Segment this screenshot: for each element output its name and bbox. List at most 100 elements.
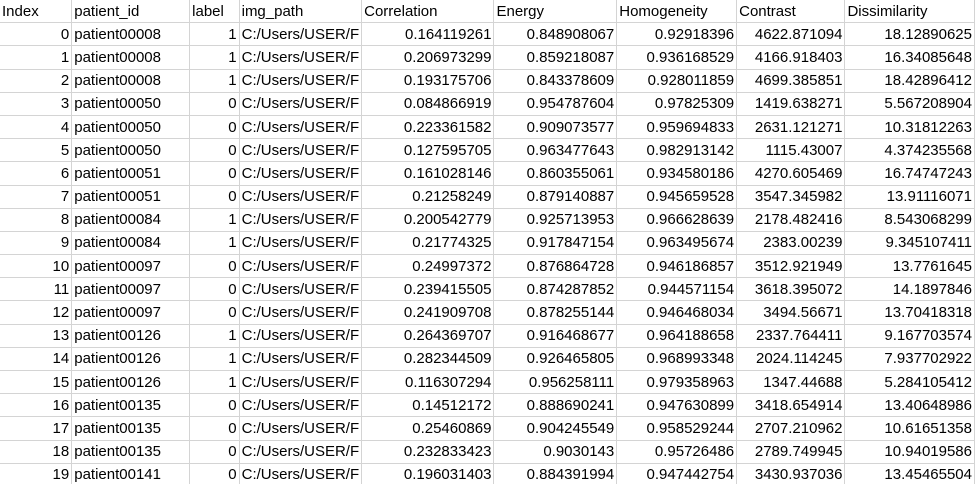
cell-patient-id[interactable]: patient00126 xyxy=(71,347,191,372)
cell-patient-id[interactable]: patient00097 xyxy=(71,300,191,325)
cell-homogeneity[interactable]: 0.945659528 xyxy=(616,185,738,209)
cell-index[interactable]: 11 xyxy=(0,277,73,302)
cell-correlation[interactable]: 0.196031403 xyxy=(361,463,495,484)
cell-homogeneity[interactable]: 0.947630899 xyxy=(616,393,738,418)
cell-correlation[interactable]: 0.223361582 xyxy=(361,115,495,140)
cell-homogeneity[interactable]: 0.946186857 xyxy=(616,254,738,279)
cell-index[interactable]: 18 xyxy=(0,440,73,464)
cell-correlation[interactable]: 0.24997372 xyxy=(361,254,495,279)
cell-label[interactable]: 1 xyxy=(189,347,240,372)
cell-patient-id[interactable]: patient00141 xyxy=(71,463,191,484)
cell-img-path[interactable]: C:/Users/USER/F xyxy=(239,22,363,47)
cell-label[interactable]: 0 xyxy=(189,115,240,140)
cell-patient-id[interactable]: patient00084 xyxy=(71,208,191,232)
cell-label[interactable]: 0 xyxy=(189,300,240,325)
cell-index[interactable]: 6 xyxy=(0,161,73,186)
cell-index[interactable]: 5 xyxy=(0,138,73,163)
cell-label[interactable]: 0 xyxy=(189,138,240,163)
cell-label[interactable]: 0 xyxy=(189,463,240,484)
cell-contrast[interactable]: 2631.121271 xyxy=(736,115,846,140)
cell-index[interactable]: 3 xyxy=(0,92,73,116)
cell-label[interactable]: 1 xyxy=(189,370,240,395)
cell-energy[interactable]: 0.917847154 xyxy=(493,231,618,256)
cell-energy[interactable]: 0.879140887 xyxy=(493,185,618,209)
cell-dissimilarity[interactable]: 13.70418318 xyxy=(844,300,975,325)
cell-img-path[interactable]: C:/Users/USER/F xyxy=(239,115,363,140)
cell-patient-id[interactable]: patient00135 xyxy=(71,416,191,441)
cell-dissimilarity[interactable]: 10.31812263 xyxy=(844,115,975,140)
cell-homogeneity[interactable]: 0.947442754 xyxy=(616,463,738,484)
cell-img-path[interactable]: C:/Users/USER/F xyxy=(239,393,363,418)
cell-energy[interactable]: 0.843378609 xyxy=(493,69,618,93)
cell-index[interactable]: 19 xyxy=(0,463,73,484)
cell-homogeneity[interactable]: 0.966628639 xyxy=(616,208,738,232)
cell-index[interactable]: 4 xyxy=(0,115,73,140)
cell-correlation[interactable]: 0.193175706 xyxy=(361,69,495,93)
header-contrast[interactable]: Contrast xyxy=(736,0,846,24)
cell-patient-id[interactable]: patient00051 xyxy=(71,161,191,186)
cell-energy[interactable]: 0.874287852 xyxy=(493,277,618,302)
cell-energy[interactable]: 0.926465805 xyxy=(493,347,618,372)
cell-patient-id[interactable]: patient00126 xyxy=(71,324,191,348)
cell-dissimilarity[interactable]: 16.34085648 xyxy=(844,45,975,70)
header-patient-id[interactable]: patient_id xyxy=(71,0,191,24)
cell-energy[interactable]: 0.954787604 xyxy=(493,92,618,116)
cell-energy[interactable]: 0.876864728 xyxy=(493,254,618,279)
cell-img-path[interactable]: C:/Users/USER/F xyxy=(239,185,363,209)
cell-contrast[interactable]: 2707.210962 xyxy=(736,416,846,441)
cell-dissimilarity[interactable]: 18.12890625 xyxy=(844,22,975,47)
cell-label[interactable]: 0 xyxy=(189,185,240,209)
cell-contrast[interactable]: 3512.921949 xyxy=(736,254,846,279)
cell-energy[interactable]: 0.878255144 xyxy=(493,300,618,325)
cell-img-path[interactable]: C:/Users/USER/F xyxy=(239,277,363,302)
cell-patient-id[interactable]: patient00051 xyxy=(71,185,191,209)
cell-correlation[interactable]: 0.206973299 xyxy=(361,45,495,70)
header-correlation[interactable]: Correlation xyxy=(361,0,495,24)
cell-index[interactable]: 9 xyxy=(0,231,73,256)
header-label[interactable]: label xyxy=(189,0,240,24)
cell-img-path[interactable]: C:/Users/USER/F xyxy=(239,463,363,484)
cell-correlation[interactable]: 0.282344509 xyxy=(361,347,495,372)
cell-dissimilarity[interactable]: 10.94019586 xyxy=(844,440,975,464)
cell-img-path[interactable]: C:/Users/USER/F xyxy=(239,161,363,186)
cell-contrast[interactable]: 1347.44688 xyxy=(736,370,846,395)
cell-homogeneity[interactable]: 0.928011859 xyxy=(616,69,738,93)
cell-contrast[interactable]: 3618.395072 xyxy=(736,277,846,302)
cell-patient-id[interactable]: patient00008 xyxy=(71,22,191,47)
cell-label[interactable]: 0 xyxy=(189,393,240,418)
cell-contrast[interactable]: 2383.00239 xyxy=(736,231,846,256)
cell-energy[interactable]: 0.859218087 xyxy=(493,45,618,70)
cell-label[interactable]: 1 xyxy=(189,208,240,232)
cell-contrast[interactable]: 3418.654914 xyxy=(736,393,846,418)
cell-correlation[interactable]: 0.241909708 xyxy=(361,300,495,325)
cell-correlation[interactable]: 0.200542779 xyxy=(361,208,495,232)
cell-homogeneity[interactable]: 0.934580186 xyxy=(616,161,738,186)
cell-correlation[interactable]: 0.239415505 xyxy=(361,277,495,302)
cell-homogeneity[interactable]: 0.964188658 xyxy=(616,324,738,348)
cell-patient-id[interactable]: patient00084 xyxy=(71,231,191,256)
cell-energy[interactable]: 0.925713953 xyxy=(493,208,618,232)
cell-correlation[interactable]: 0.21258249 xyxy=(361,185,495,209)
cell-index[interactable]: 17 xyxy=(0,416,73,441)
cell-dissimilarity[interactable]: 4.374235568 xyxy=(844,138,975,163)
cell-energy[interactable]: 0.888690241 xyxy=(493,393,618,418)
cell-homogeneity[interactable]: 0.97825309 xyxy=(616,92,738,116)
cell-homogeneity[interactable]: 0.959694833 xyxy=(616,115,738,140)
cell-contrast[interactable]: 3430.937036 xyxy=(736,463,846,484)
cell-img-path[interactable]: C:/Users/USER/F xyxy=(239,324,363,348)
cell-homogeneity[interactable]: 0.963495674 xyxy=(616,231,738,256)
cell-patient-id[interactable]: patient00097 xyxy=(71,254,191,279)
cell-img-path[interactable]: C:/Users/USER/F xyxy=(239,416,363,441)
cell-dissimilarity[interactable]: 16.74747243 xyxy=(844,161,975,186)
cell-label[interactable]: 0 xyxy=(189,277,240,302)
cell-dissimilarity[interactable]: 8.543068299 xyxy=(844,208,975,232)
cell-label[interactable]: 0 xyxy=(189,416,240,441)
cell-correlation[interactable]: 0.21774325 xyxy=(361,231,495,256)
cell-homogeneity[interactable]: 0.968993348 xyxy=(616,347,738,372)
cell-contrast[interactable]: 3547.345982 xyxy=(736,185,846,209)
cell-label[interactable]: 0 xyxy=(189,440,240,464)
cell-contrast[interactable]: 4166.918403 xyxy=(736,45,846,70)
cell-index[interactable]: 15 xyxy=(0,370,73,395)
cell-energy[interactable]: 0.884391994 xyxy=(493,463,618,484)
cell-contrast[interactable]: 2178.482416 xyxy=(736,208,846,232)
